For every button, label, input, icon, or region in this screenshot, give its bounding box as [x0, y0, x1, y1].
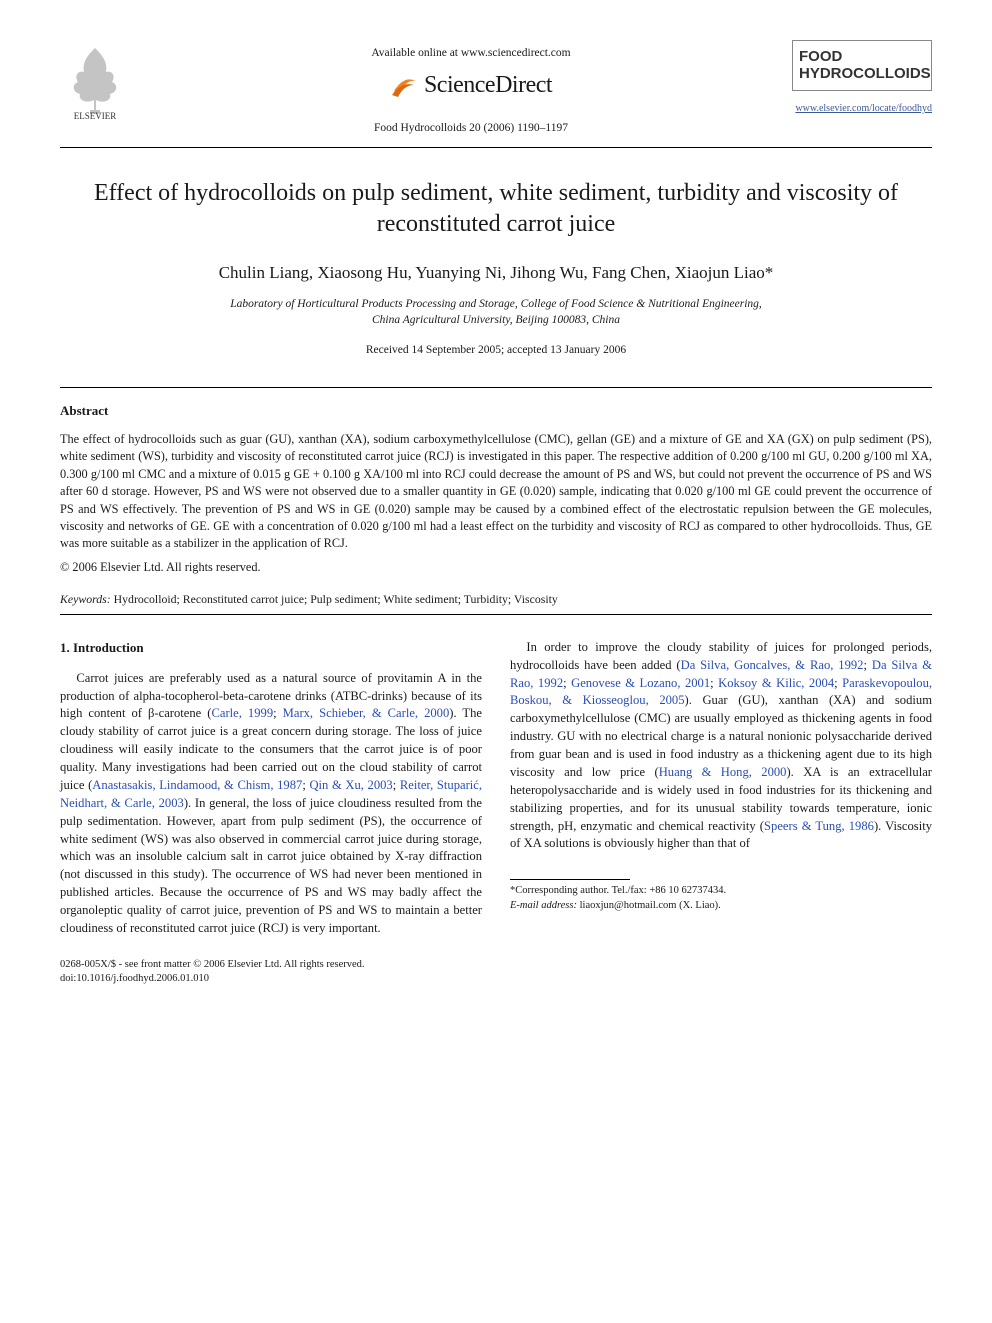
- elsevier-tree-icon: ELSEVIER: [60, 40, 130, 120]
- journal-logo-line1: FOOD: [799, 49, 925, 66]
- intro-heading: 1. Introduction: [60, 639, 482, 658]
- sciencedirect-swoosh-icon: [390, 71, 418, 99]
- footer-doi: doi:10.1016/j.foodhyd.2006.01.010: [60, 972, 932, 986]
- affiliation-line1: Laboratory of Horticultural Products Pro…: [230, 298, 762, 310]
- email-label: E-mail address:: [510, 900, 577, 911]
- keywords-line: Keywords: Hydrocolloid; Reconstituted ca…: [60, 591, 932, 608]
- corresponding-email: E-mail address: liaoxjun@hotmail.com (X.…: [510, 899, 932, 914]
- header-center: Available online at www.sciencedirect.co…: [150, 40, 792, 137]
- intro-para-2: In order to improve the cloudy stability…: [510, 639, 932, 854]
- citation-link[interactable]: Anastasakis, Lindamood, & Chism, 1987: [92, 778, 302, 792]
- abstract-top-rule: [60, 387, 932, 388]
- journal-cover-box: FOOD HYDROCOLLOIDS: [792, 40, 932, 91]
- citation-link[interactable]: Marx, Schieber, & Carle, 2000: [283, 706, 450, 720]
- email-value: liaoxjun@hotmail.com (X. Liao).: [580, 900, 721, 911]
- publisher-header: ELSEVIER Available online at www.science…: [60, 40, 932, 137]
- abstract-body: The effect of hydrocolloids such as guar…: [60, 431, 932, 553]
- journal-logo-block: FOOD HYDROCOLLOIDS www.elsevier.com/loca…: [792, 40, 932, 117]
- affiliation-line2: China Agricultural University, Beijing 1…: [372, 314, 620, 326]
- citation-link[interactable]: Da Silva, Goncalves, & Rao, 1992: [681, 658, 864, 672]
- corresponding-author-note: *Corresponding author. Tel./fax: +86 10 …: [510, 884, 932, 899]
- affiliation: Laboratory of Horticultural Products Pro…: [60, 297, 932, 328]
- citation-link[interactable]: Koksoy & Kilic, 2004: [718, 676, 834, 690]
- page-footer: 0268-005X/$ - see front matter © 2006 El…: [60, 958, 932, 986]
- article-title: Effect of hydrocolloids on pulp sediment…: [60, 178, 932, 240]
- abstract-heading: Abstract: [60, 402, 932, 421]
- abstract-copyright: © 2006 Elsevier Ltd. All rights reserved…: [60, 559, 932, 577]
- elsevier-logo-block: ELSEVIER: [60, 40, 150, 125]
- abstract-bottom-rule: [60, 614, 932, 615]
- footnote-block: *Corresponding author. Tel./fax: +86 10 …: [510, 879, 932, 913]
- available-online-text: Available online at www.sciencedirect.co…: [150, 45, 792, 62]
- footer-front-matter: 0268-005X/$ - see front matter © 2006 El…: [60, 958, 932, 972]
- article-dates: Received 14 September 2005; accepted 13 …: [60, 342, 932, 359]
- citation-link[interactable]: Carle, 1999: [211, 706, 273, 720]
- citation-link[interactable]: Qin & Xu, 2003: [309, 778, 392, 792]
- footnote-rule: [510, 879, 630, 880]
- keywords-label: Keywords:: [60, 592, 111, 606]
- journal-reference: Food Hydrocolloids 20 (2006) 1190–1197: [150, 120, 792, 137]
- journal-logo-line2: HYDROCOLLOIDS: [799, 66, 925, 83]
- elsevier-wordmark: ELSEVIER: [74, 111, 117, 120]
- sciencedirect-wordmark: ScienceDirect: [424, 68, 552, 103]
- keywords-values: Hydrocolloid; Reconstituted carrot juice…: [114, 592, 558, 606]
- author-list: Chulin Liang, Xiaosong Hu, Yuanying Ni, …: [60, 261, 932, 286]
- journal-homepage-link[interactable]: www.elsevier.com/locate/foodhyd: [795, 103, 932, 114]
- citation-link[interactable]: Speers & Tung, 1986: [764, 819, 874, 833]
- body-columns: 1. Introduction Carrot juices are prefer…: [60, 639, 932, 938]
- sciencedirect-logo: ScienceDirect: [150, 68, 792, 103]
- citation-link[interactable]: Huang & Hong, 2000: [659, 765, 787, 779]
- intro-para-1: Carrot juices are preferably used as a n…: [60, 670, 482, 938]
- citation-link[interactable]: Genovese & Lozano, 2001: [571, 676, 710, 690]
- header-rule: [60, 147, 932, 148]
